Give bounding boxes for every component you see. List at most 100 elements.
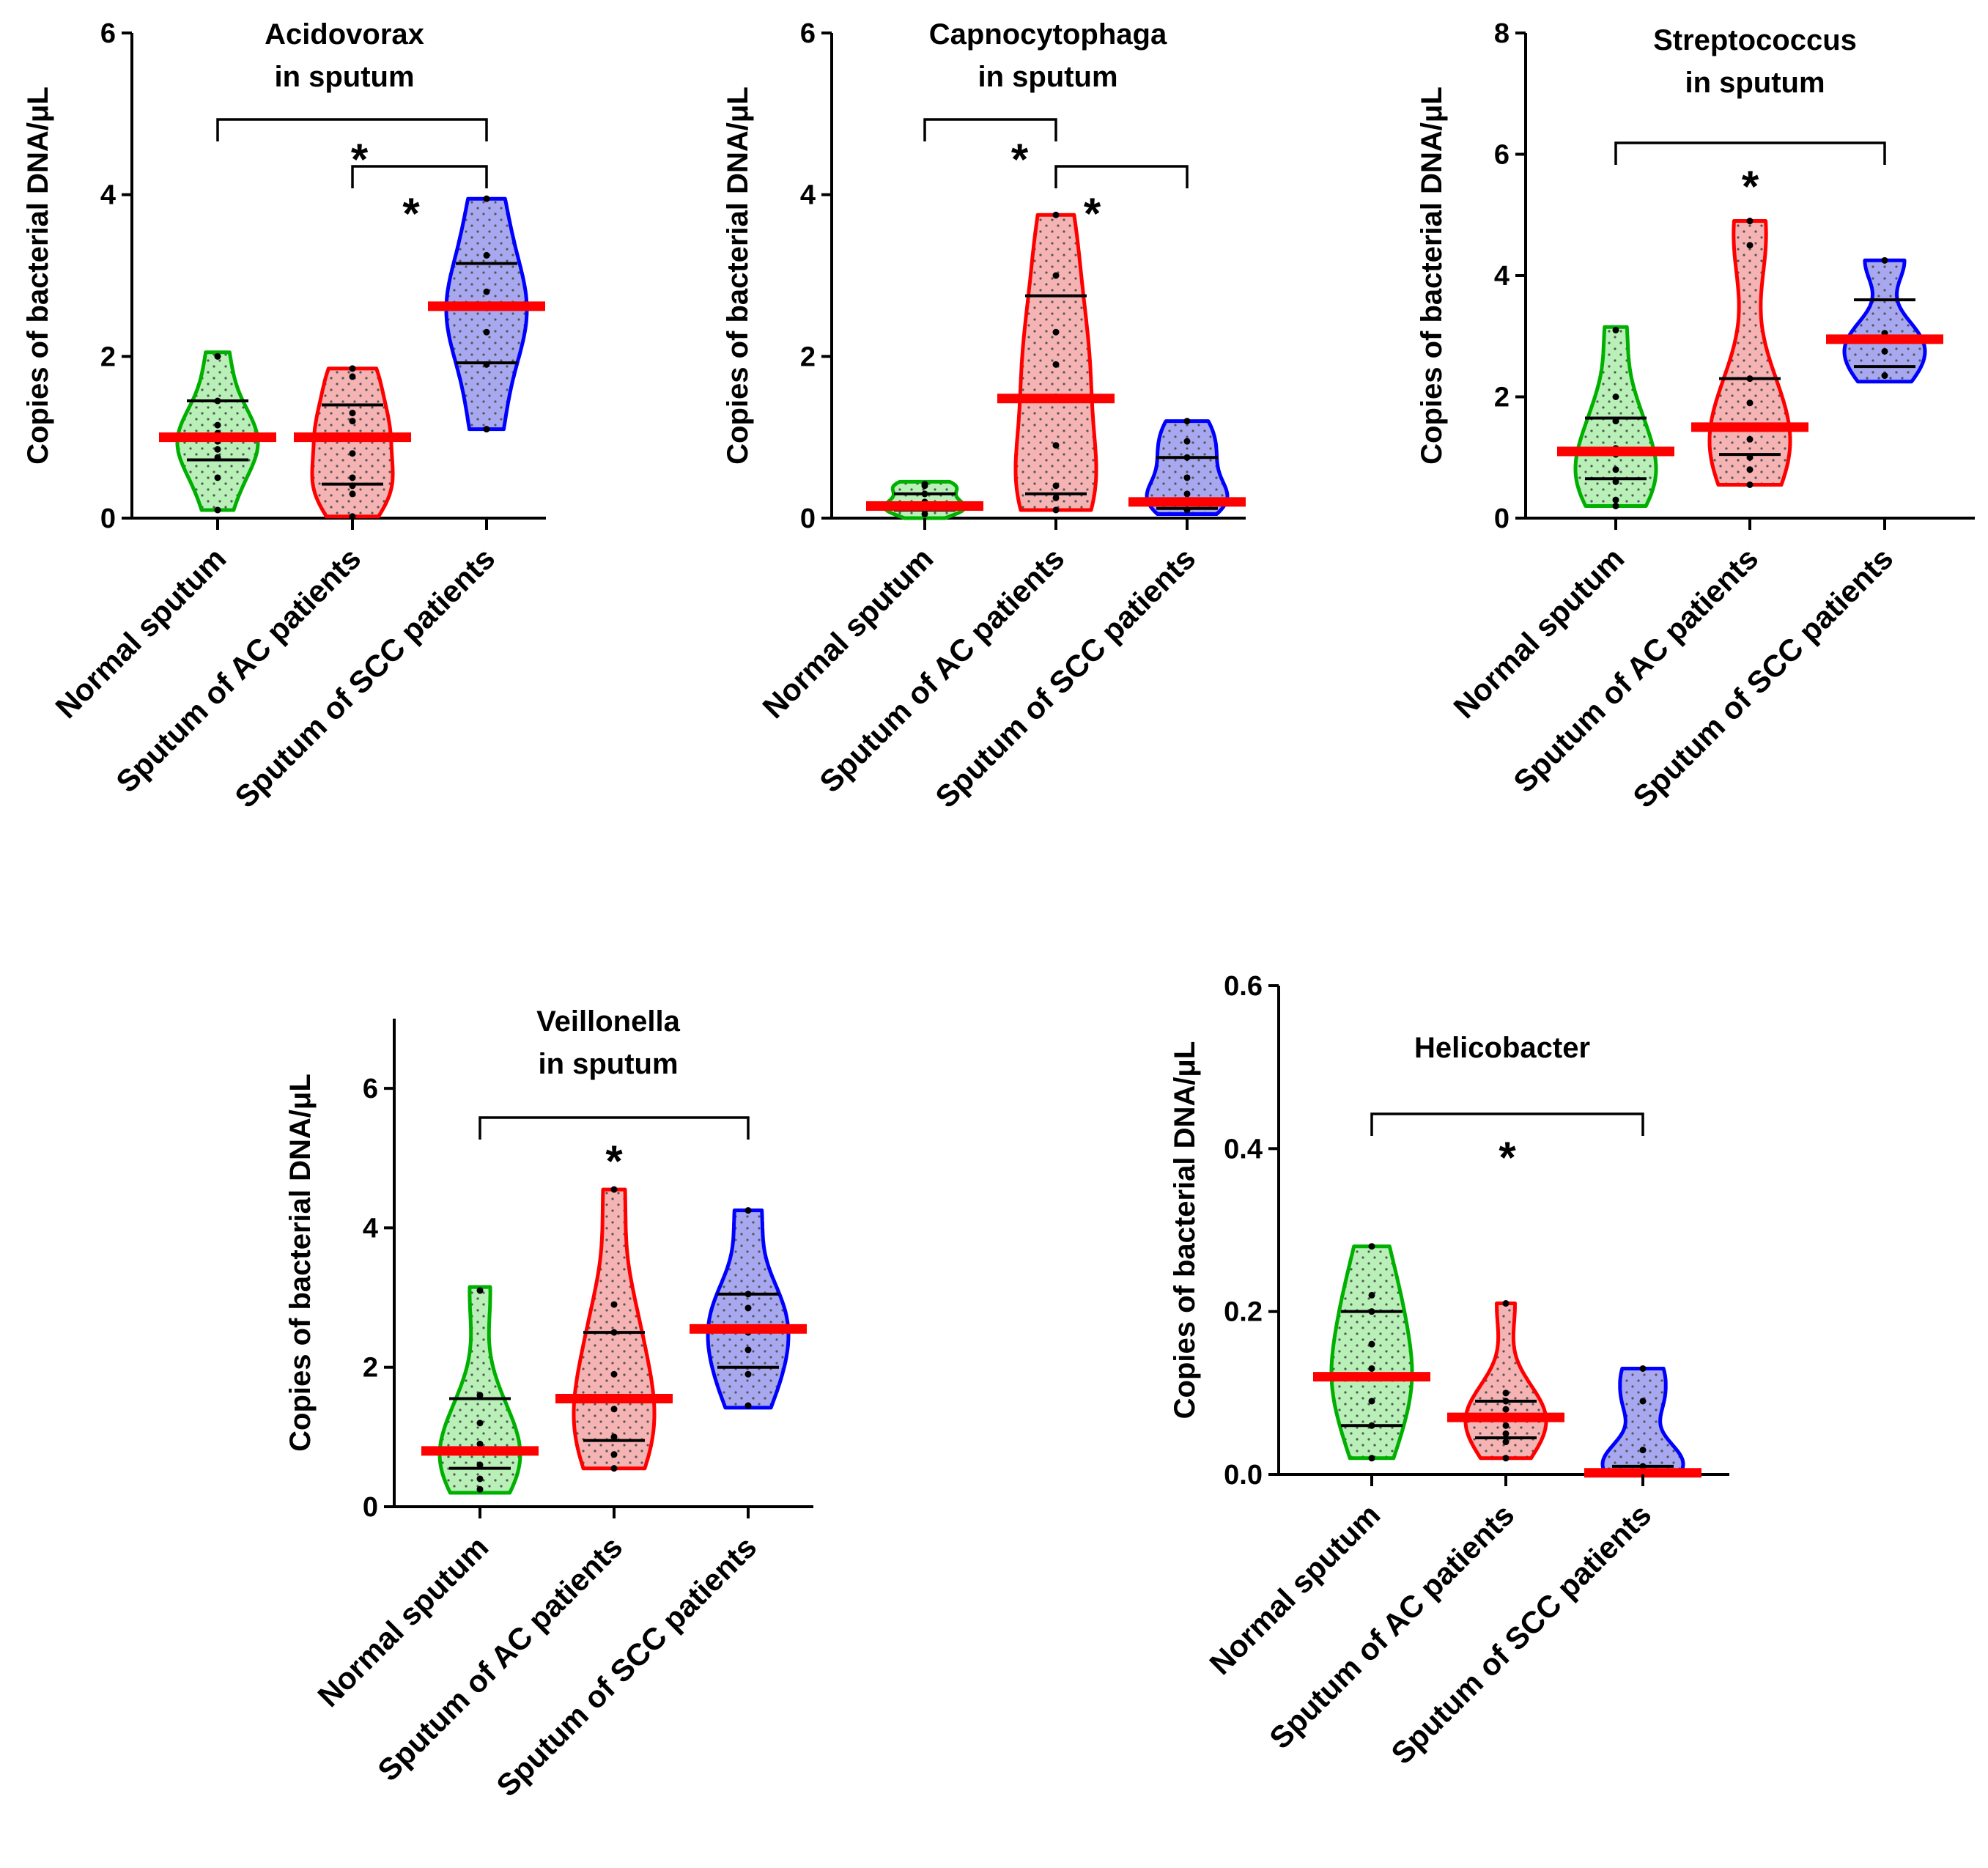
chart-panel-4: 0 2 4 6 Copies of bacterial DNA/μL Veillonell…: [284, 1005, 813, 1803]
y-tick-label: 4: [1494, 261, 1510, 292]
violin-outline: [1329, 1244, 1414, 1461]
data-point: [349, 410, 356, 417]
chart-title: Capnocytophaga: [929, 18, 1167, 51]
category-label: Sputum of SCC patients: [1626, 541, 1899, 814]
data-point: [214, 506, 221, 514]
data-point: [349, 365, 356, 372]
data-point: [1612, 418, 1619, 425]
violin-group-2: [1447, 1300, 1564, 1462]
data-point: [214, 421, 221, 429]
data-point: [1881, 256, 1888, 264]
violin-group-3: [428, 195, 545, 433]
data-point: [1502, 1422, 1510, 1429]
significance-star: *: [1499, 1133, 1516, 1182]
data-point: [1639, 1447, 1647, 1454]
category-label: Sputum of AC patients: [1263, 1497, 1520, 1755]
data-point: [1746, 481, 1754, 488]
category-label: Sputum of AC patients: [813, 541, 1071, 799]
data-point: [921, 510, 928, 517]
data-point: [1502, 1439, 1510, 1446]
y-tick-label: 6: [800, 18, 816, 49]
data-point: [349, 450, 356, 457]
data-point: [349, 482, 356, 490]
data-point: [610, 1329, 618, 1336]
data-point: [349, 474, 356, 481]
data-point: [349, 490, 356, 498]
chart-title: in sputum: [274, 61, 414, 93]
y-tick-label: 2: [100, 342, 116, 372]
significance-star: *: [605, 1137, 623, 1186]
data-point: [1612, 326, 1619, 333]
data-point: [1183, 454, 1191, 461]
category-label: Sputum of AC patients: [371, 1529, 629, 1787]
data-point: [1183, 506, 1191, 514]
chart-title: Veillonella: [536, 1005, 680, 1038]
significance-star: *: [351, 135, 369, 184]
data-point: [476, 1420, 484, 1427]
data-point: [1612, 496, 1619, 503]
category-label: Sputum of SCC patients: [489, 1529, 763, 1803]
significance-bracket: [1370, 1112, 1644, 1136]
data-point: [483, 361, 490, 368]
data-point: [1368, 1422, 1375, 1429]
data-point: [1612, 466, 1619, 473]
chart-panel-2: 0 2 4 6 Copies of bacterial DNA/μL Capnocytop…: [722, 18, 1246, 814]
data-point: [1368, 1291, 1375, 1299]
y-tick-label: 0.4: [1224, 1134, 1263, 1164]
data-point: [1502, 1389, 1510, 1397]
data-point: [1881, 347, 1888, 355]
data-point: [1612, 502, 1619, 509]
y-tick-label: 4: [363, 1213, 378, 1244]
data-point: [483, 426, 490, 433]
category-label: Sputum of SCC patients: [928, 541, 1202, 814]
data-point: [1502, 1300, 1510, 1307]
data-point: [1368, 1308, 1375, 1315]
data-point: [1052, 442, 1060, 449]
data-point: [349, 373, 356, 380]
y-axis-label: Copies of bacterial DNA/μL: [1416, 86, 1448, 465]
data-point: [1746, 454, 1754, 461]
significance-bracket: [923, 118, 1057, 141]
y-tick-label: 8: [1494, 18, 1510, 49]
chart-panel-5: 0.0 0.2 0.4 0.6 Copies of bacterial DNA/μL He…: [1169, 971, 1729, 1771]
violin-outline: [1842, 258, 1927, 384]
data-point: [610, 1433, 618, 1441]
y-axis-label: Copies of bacterial DNA/μL: [722, 86, 754, 465]
data-point: [1639, 1365, 1647, 1372]
data-point: [744, 1304, 752, 1312]
data-point: [1183, 418, 1191, 425]
data-point: [214, 474, 221, 481]
data-point: [1502, 1430, 1510, 1437]
data-point: [1502, 1406, 1510, 1413]
data-point: [349, 513, 356, 520]
data-point: [1746, 375, 1754, 383]
y-axis-label: Copies of bacterial DNA/μL: [22, 86, 54, 465]
significance-bracket: [1614, 141, 1886, 165]
y-tick-label: 0.6: [1224, 971, 1263, 1002]
data-point: [1368, 1243, 1375, 1250]
data-point: [1183, 474, 1191, 481]
data-point: [1052, 328, 1060, 336]
violin-group-3: [1128, 418, 1246, 516]
data-point: [214, 446, 221, 453]
violin-outline: [1707, 219, 1792, 487]
data-point: [921, 490, 928, 498]
violin-group-1: [421, 1285, 539, 1495]
data-point: [483, 328, 490, 336]
significance-star: *: [1084, 189, 1101, 238]
y-tick-label: 4: [100, 180, 116, 211]
data-point: [1368, 1365, 1375, 1372]
violin-outline: [444, 196, 529, 432]
data-point: [1612, 478, 1619, 485]
significance-bracket: [1054, 165, 1189, 188]
data-point: [1052, 506, 1060, 514]
y-axis-label: Copies of bacterial DNA/μL: [284, 1074, 317, 1452]
data-point: [744, 1370, 752, 1378]
data-point: [744, 1346, 752, 1354]
data-point: [476, 1440, 484, 1447]
data-point: [476, 1475, 484, 1483]
data-point: [1368, 1340, 1375, 1348]
data-point: [610, 1301, 618, 1308]
violin-outline: [572, 1187, 657, 1471]
significance-bracket: [351, 165, 488, 188]
